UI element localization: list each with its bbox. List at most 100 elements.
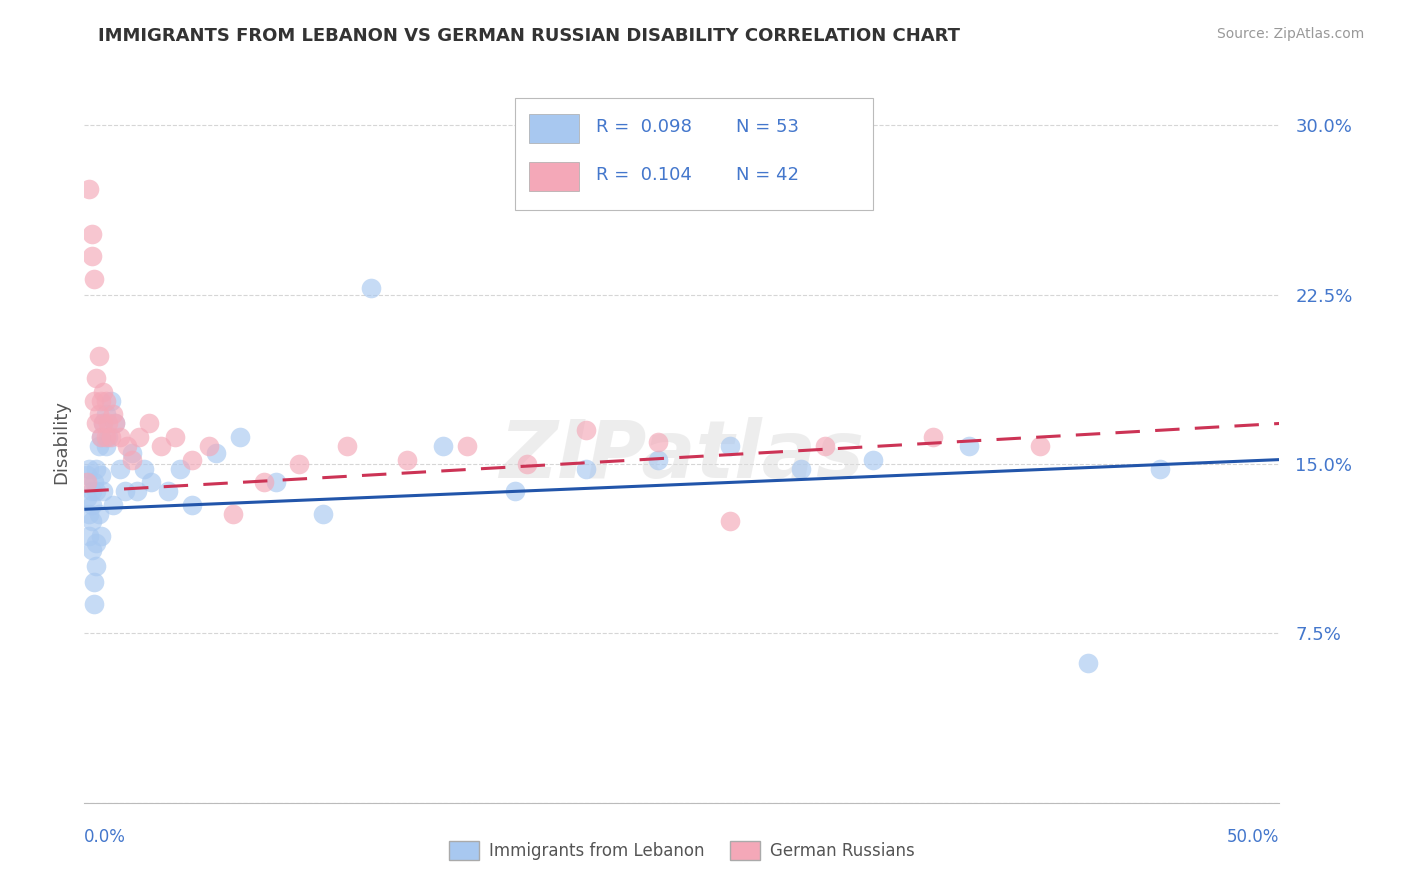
Point xyxy=(125,484,148,499)
Point xyxy=(110,430,132,444)
FancyBboxPatch shape xyxy=(529,162,579,191)
Point xyxy=(94,439,117,453)
Point xyxy=(77,507,100,521)
Point xyxy=(76,491,98,505)
Point xyxy=(76,475,98,490)
Point xyxy=(80,484,103,499)
Point xyxy=(132,461,156,475)
Point xyxy=(93,484,115,499)
Point xyxy=(83,393,105,408)
Point xyxy=(138,417,160,431)
Point xyxy=(432,439,454,453)
Point xyxy=(93,417,115,431)
Point xyxy=(100,430,122,444)
Text: Source: ZipAtlas.com: Source: ZipAtlas.com xyxy=(1216,27,1364,41)
Point xyxy=(336,439,359,453)
Point xyxy=(264,475,287,490)
Point xyxy=(77,529,100,543)
Point xyxy=(80,542,103,557)
Point xyxy=(114,484,136,499)
Point xyxy=(288,457,311,471)
Point xyxy=(90,430,112,444)
Point xyxy=(101,498,124,512)
Y-axis label: Disability: Disability xyxy=(52,400,70,483)
Point xyxy=(94,408,117,422)
Text: N = 53: N = 53 xyxy=(735,119,799,136)
Point xyxy=(312,507,335,521)
Point xyxy=(77,181,100,195)
Point xyxy=(121,446,143,460)
Point xyxy=(141,475,163,490)
Point xyxy=(1029,439,1052,453)
Point xyxy=(360,281,382,295)
Point xyxy=(87,408,110,422)
Point xyxy=(790,461,813,475)
Point xyxy=(83,574,105,589)
Point xyxy=(86,558,108,573)
Point xyxy=(83,272,105,286)
Point xyxy=(718,514,741,528)
Point xyxy=(862,452,884,467)
Point xyxy=(94,430,117,444)
Point xyxy=(575,461,598,475)
Point xyxy=(87,507,110,521)
Point xyxy=(396,452,419,467)
Point xyxy=(121,452,143,467)
Point xyxy=(97,417,120,431)
Point xyxy=(80,249,103,263)
Point xyxy=(104,417,127,431)
Point xyxy=(117,439,139,453)
Point xyxy=(93,384,115,399)
Point xyxy=(83,597,105,611)
Point xyxy=(181,498,204,512)
Point xyxy=(93,417,115,431)
Point xyxy=(86,536,108,550)
Point xyxy=(90,529,112,543)
Point xyxy=(647,434,669,449)
Point xyxy=(814,439,837,453)
Text: IMMIGRANTS FROM LEBANON VS GERMAN RUSSIAN DISABILITY CORRELATION CHART: IMMIGRANTS FROM LEBANON VS GERMAN RUSSIA… xyxy=(98,27,960,45)
Point xyxy=(718,439,741,453)
Point xyxy=(97,430,120,444)
Point xyxy=(149,439,172,453)
Point xyxy=(80,514,103,528)
Text: 50.0%: 50.0% xyxy=(1227,828,1279,846)
Point xyxy=(87,439,110,453)
Text: R =  0.098: R = 0.098 xyxy=(596,119,692,136)
Point xyxy=(80,498,103,512)
Point xyxy=(100,393,122,408)
Point xyxy=(1149,461,1171,475)
Point xyxy=(165,430,187,444)
Point xyxy=(104,417,127,431)
FancyBboxPatch shape xyxy=(529,114,579,143)
Point xyxy=(1077,656,1099,670)
Point xyxy=(197,439,219,453)
Point xyxy=(86,461,108,475)
Point xyxy=(647,452,669,467)
Text: ZIPatlas: ZIPatlas xyxy=(499,417,865,495)
Point xyxy=(253,475,276,490)
Point xyxy=(90,468,112,483)
Point xyxy=(87,349,110,363)
Text: 0.0%: 0.0% xyxy=(84,828,127,846)
Point xyxy=(90,430,112,444)
Legend: Immigrants from Lebanon, German Russians: Immigrants from Lebanon, German Russians xyxy=(443,835,921,867)
Point xyxy=(229,430,252,444)
Point xyxy=(86,417,108,431)
Point xyxy=(456,439,478,453)
Point xyxy=(922,430,945,444)
Point xyxy=(157,484,180,499)
Point xyxy=(169,461,191,475)
Point xyxy=(101,408,124,422)
Point xyxy=(94,393,117,408)
Point xyxy=(957,439,980,453)
Point xyxy=(76,468,98,483)
Text: R =  0.104: R = 0.104 xyxy=(596,166,692,184)
Point xyxy=(90,393,112,408)
Point xyxy=(503,484,526,499)
Point xyxy=(77,461,100,475)
Point xyxy=(86,371,108,385)
Point xyxy=(205,446,228,460)
Point xyxy=(128,430,150,444)
Point xyxy=(221,507,243,521)
